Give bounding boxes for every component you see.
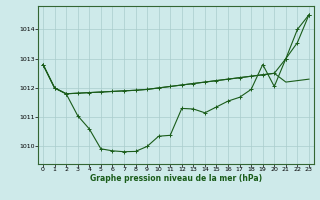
- X-axis label: Graphe pression niveau de la mer (hPa): Graphe pression niveau de la mer (hPa): [90, 174, 262, 183]
